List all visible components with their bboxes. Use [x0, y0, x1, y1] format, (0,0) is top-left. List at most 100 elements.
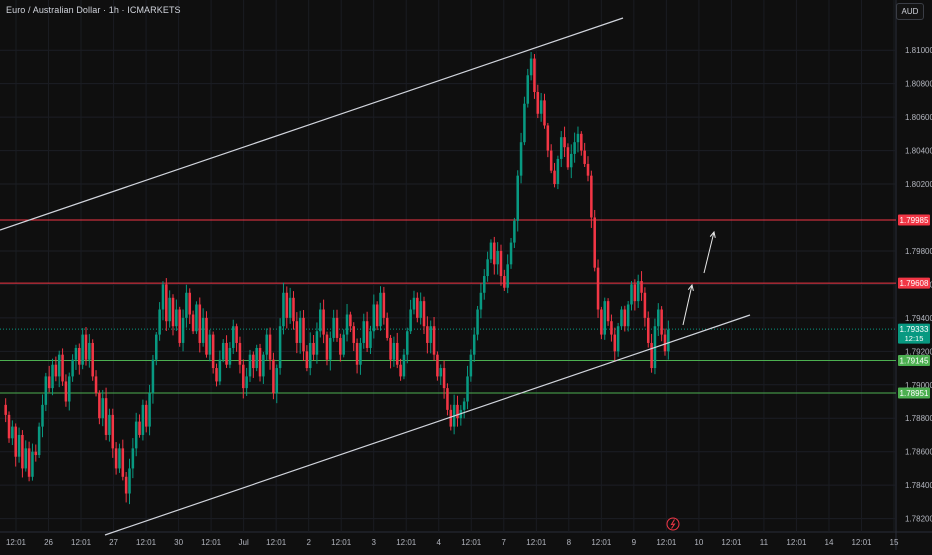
lightning-icon[interactable] [666, 517, 680, 531]
time-axis[interactable]: 12:01 26 12:01 27 12:01 30 12:01 Jul 12:01 2 12:01… [6, 538, 899, 547]
y-tick-label: 1.80800 [905, 80, 932, 89]
candle-body [583, 150, 586, 164]
candle-body [322, 309, 325, 335]
candle [516, 170, 519, 232]
candle [198, 297, 202, 353]
candle [215, 363, 218, 387]
candle [322, 299, 325, 344]
x-tick-label: 8 [567, 538, 572, 547]
candle-body [148, 393, 151, 427]
candle [506, 254, 509, 294]
x-tick-label: 2 [306, 538, 311, 547]
candle-body [41, 404, 44, 427]
candle [262, 351, 265, 384]
candle-body [262, 354, 265, 377]
candle-body [616, 326, 620, 352]
price-axis-label: 1.79145 [898, 355, 930, 367]
candle [556, 155, 560, 190]
candle [362, 313, 366, 349]
candle-body [385, 317, 389, 338]
candle [667, 320, 670, 360]
candle-body [503, 276, 506, 288]
candle [606, 298, 610, 326]
candle [476, 305, 479, 341]
x-tick-label: 26 [44, 538, 53, 547]
candle-body [305, 351, 309, 369]
candle [633, 279, 637, 311]
candle-body [633, 284, 637, 302]
x-tick-label: 12:01 [136, 538, 157, 547]
candle-body [175, 309, 178, 327]
candle [509, 237, 513, 269]
y-tick-label: 1.80200 [905, 180, 932, 189]
candle-body [603, 301, 607, 335]
candle [171, 294, 175, 336]
candle-body [349, 314, 352, 327]
candle-body [620, 309, 623, 327]
candle-body [382, 292, 386, 318]
candle [275, 364, 279, 404]
currency-button[interactable]: AUD [896, 3, 924, 20]
candle [7, 411, 11, 443]
candle-body [539, 100, 543, 114]
candle-body [610, 321, 613, 335]
candle-body [108, 414, 111, 435]
price-label-bg [898, 355, 930, 367]
price-axis-label: 1.78951 [898, 387, 930, 399]
candle [114, 442, 118, 475]
candle [225, 335, 228, 368]
candle-body [482, 276, 486, 293]
candle-body [536, 92, 540, 114]
price-axis[interactable]: 1.78200 1.78400 1.78600 1.78800 1.79000 1.792… [898, 46, 932, 524]
candle-body [208, 334, 212, 355]
candle-body [600, 309, 603, 335]
candle-body [121, 448, 125, 477]
candle-body [11, 426, 14, 439]
candle [138, 414, 141, 438]
candle [496, 242, 499, 275]
candle [231, 319, 235, 354]
candle-body [543, 100, 546, 126]
candle [583, 142, 586, 167]
candle-body [315, 331, 319, 355]
candle-body [258, 347, 262, 377]
candle-body [298, 317, 302, 343]
candle-body [14, 426, 17, 457]
candle-body [466, 376, 469, 402]
candle [349, 311, 352, 332]
candle [325, 331, 329, 366]
candle [248, 349, 252, 382]
candle-body [395, 342, 399, 365]
candle-body [235, 326, 238, 343]
candle [546, 122, 550, 158]
candle-body [158, 309, 161, 335]
candle-body [215, 368, 218, 382]
x-tick-label: 12:01 [331, 538, 352, 547]
candle-body [429, 326, 432, 343]
candle-body [34, 451, 38, 456]
candle-body [449, 409, 453, 427]
candle [181, 309, 185, 352]
candle [252, 351, 255, 378]
candle-body [245, 376, 248, 389]
candle-body [580, 133, 583, 151]
candle-body [71, 359, 74, 377]
candle [278, 318, 282, 375]
candle-body [51, 364, 54, 389]
candle [295, 312, 299, 354]
candle [513, 217, 516, 249]
candle-body [171, 297, 175, 327]
candle-body [355, 342, 359, 365]
candle-body [101, 398, 105, 419]
x-tick-label: Jul [239, 538, 249, 547]
candle-body [499, 250, 503, 277]
candle [242, 359, 245, 399]
candle [613, 327, 617, 362]
candle-body [556, 158, 560, 185]
candle-body [456, 404, 459, 419]
candle-body [312, 342, 315, 355]
candle-body [559, 137, 563, 159]
candle-body [231, 326, 235, 348]
